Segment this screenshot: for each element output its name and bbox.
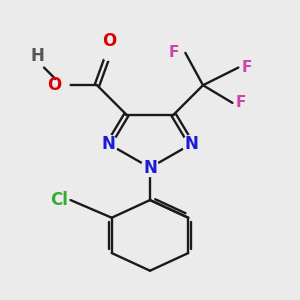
Circle shape <box>182 135 200 153</box>
Text: O: O <box>102 32 116 50</box>
Text: N: N <box>143 159 157 177</box>
Text: O: O <box>47 76 62 94</box>
Circle shape <box>100 135 118 153</box>
Text: F: F <box>169 45 179 60</box>
Text: N: N <box>102 135 116 153</box>
Text: F: F <box>241 60 252 75</box>
Text: N: N <box>184 135 198 153</box>
Text: Cl: Cl <box>50 191 68 209</box>
Circle shape <box>141 159 159 176</box>
Text: H: H <box>30 46 44 64</box>
Text: F: F <box>236 95 246 110</box>
Circle shape <box>54 78 69 93</box>
Circle shape <box>101 46 116 60</box>
